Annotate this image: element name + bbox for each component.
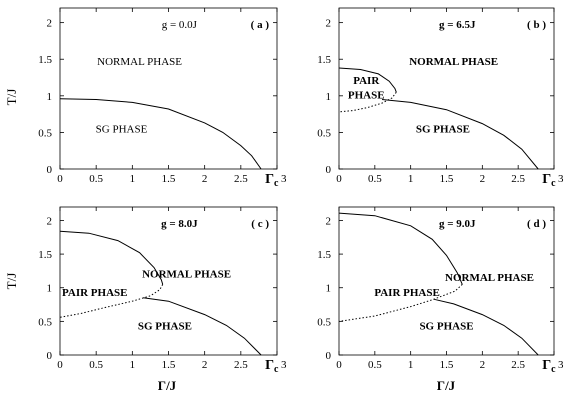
x-tick-label: 1: [408, 173, 414, 185]
y-tick-label: 0.5: [38, 127, 52, 139]
phase-region-label: PAIR PHASE: [374, 287, 440, 299]
x-tick-label: 0.5: [368, 359, 382, 371]
y-tick-label: 1: [326, 91, 332, 103]
phase-region-label: PAIR PHASE: [62, 287, 128, 299]
x-tick-label: 0.5: [89, 359, 103, 371]
x-tick-label: 2.5: [511, 173, 525, 185]
solid-phase-boundary: [143, 297, 262, 356]
phase-region-label: PAIR: [353, 75, 380, 87]
plot-frame: [338, 7, 555, 170]
x-tick-label: 2: [480, 173, 486, 185]
y-tick-label: 2: [47, 18, 53, 30]
x-tick-label: 2: [202, 359, 208, 371]
x-tick-label: 0: [57, 359, 63, 371]
x-axis-label-left: Γ/J: [158, 378, 177, 393]
gamma-c-label: Γc: [542, 172, 556, 189]
y-tick-label: 1: [47, 283, 53, 295]
y-tick-label: 1: [47, 91, 53, 103]
dotted-phase-boundary: [338, 91, 397, 113]
x-tick-label: 3: [558, 173, 564, 185]
x-tick-label: 1.5: [162, 173, 176, 185]
panel-label: ( b ): [527, 19, 546, 31]
y-tick-label: 1.5: [317, 54, 331, 66]
x-tick-label: 1: [130, 173, 136, 185]
panel-c: 0 0.5 1 1.5 2 2.5 3 0 0.5 1 1.5 2 Γc NORMAL PHASE PAIR…: [38, 206, 287, 375]
phase-region-label: SG PHASE: [416, 123, 470, 135]
x-tick-label: 1.5: [440, 173, 454, 185]
phase-region-label: SG PHASE: [138, 320, 192, 332]
panel-d: 0 0.5 1 1.5 2 2.5 3 0 0.5 1 1.5 2 Γc NORMAL PHASE PAIR…: [317, 206, 564, 375]
solid-phase-boundary: [59, 98, 262, 170]
phase-region-label: NORMAL PHASE: [445, 272, 534, 284]
y-tick-label: 0: [326, 164, 332, 176]
x-tick-label: 2.5: [234, 173, 248, 185]
coupling-annotation: g = 9.0J: [439, 218, 476, 230]
y-tick-label: 0: [47, 350, 53, 362]
x-tick-label: 0: [336, 173, 342, 185]
plot-frame: [59, 7, 278, 170]
gamma-c-label: Γc: [542, 358, 556, 375]
y-tick-label: 2: [326, 215, 332, 227]
x-tick-label: 3: [558, 359, 564, 371]
x-tick-label: 0: [57, 173, 63, 185]
panel-label: ( a ): [251, 19, 270, 31]
y-axis-label-top: T/J: [4, 89, 19, 106]
coupling-annotation: g = 6.5J: [439, 19, 476, 31]
phase-region-label: NORMAL PHASE: [409, 56, 498, 68]
solid-phase-boundary: [338, 67, 397, 93]
panel-b: 0 0.5 1 1.5 2 2.5 3 0 0.5 1 1.5 2 Γc NORMAL PHASE PAIR…: [317, 7, 564, 189]
solid-phase-boundary: [433, 298, 539, 356]
x-tick-label: 2.5: [234, 359, 248, 371]
phase-region-label: SG PHASE: [96, 123, 148, 135]
phase-region-label: PHASE: [348, 90, 385, 102]
panel-label: ( c ): [251, 218, 269, 230]
x-axis-label-right: Γ/J: [437, 378, 456, 393]
x-tick-label: 1.5: [162, 359, 176, 371]
solid-phase-boundary: [59, 230, 164, 285]
coupling-annotation: g = 0.0J: [162, 19, 198, 31]
phase-region-label: NORMAL PHASE: [142, 269, 231, 281]
y-tick-label: 0.5: [317, 316, 331, 328]
solid-phase-boundary: [381, 99, 539, 170]
dotted-phase-boundary: [59, 284, 164, 318]
panels: 0 0.5 1 1.5 2 2.5 3 0 0.5 1 1.5 2 Γc NORMAL PHASE SG P…: [38, 7, 564, 375]
solid-phase-boundary: [338, 212, 463, 285]
y-tick-label: 0.5: [317, 127, 331, 139]
x-tick-label: 2: [202, 173, 208, 185]
x-tick-label: 1.5: [440, 359, 454, 371]
y-tick-label: 1.5: [38, 54, 52, 66]
x-tick-label: 0.5: [89, 173, 103, 185]
gamma-c-label: Γc: [265, 358, 279, 375]
y-tick-label: 1: [326, 283, 332, 295]
x-tick-label: 2.5: [511, 359, 525, 371]
x-tick-label: 3: [281, 359, 287, 371]
y-tick-label: 1.5: [317, 249, 331, 261]
y-tick-label: 0.5: [38, 316, 52, 328]
x-tick-label: 0: [336, 359, 342, 371]
phase-region-label: SG PHASE: [419, 320, 473, 332]
coupling-annotation: g = 8.0J: [161, 218, 198, 230]
y-tick-label: 2: [326, 18, 332, 30]
y-tick-label: 2: [47, 215, 53, 227]
x-tick-label: 2: [480, 359, 486, 371]
gamma-c-label: Γc: [265, 172, 279, 189]
x-tick-label: 1: [130, 359, 136, 371]
phase-region-label: NORMAL PHASE: [97, 56, 182, 68]
y-tick-label: 0: [47, 164, 53, 176]
y-tick-label: 0: [326, 350, 332, 362]
panel-a: 0 0.5 1 1.5 2 2.5 3 0 0.5 1 1.5 2 Γc NORMAL PHASE SG P…: [38, 7, 287, 189]
y-axis-label-bottom: T/J: [4, 273, 19, 290]
y-tick-label: 1.5: [38, 249, 52, 261]
panel-label: ( d ): [527, 218, 546, 230]
dotted-phase-boundary: [338, 284, 463, 322]
x-tick-label: 0.5: [368, 173, 382, 185]
x-tick-label: 1: [408, 359, 414, 371]
x-tick-label: 3: [281, 173, 287, 185]
